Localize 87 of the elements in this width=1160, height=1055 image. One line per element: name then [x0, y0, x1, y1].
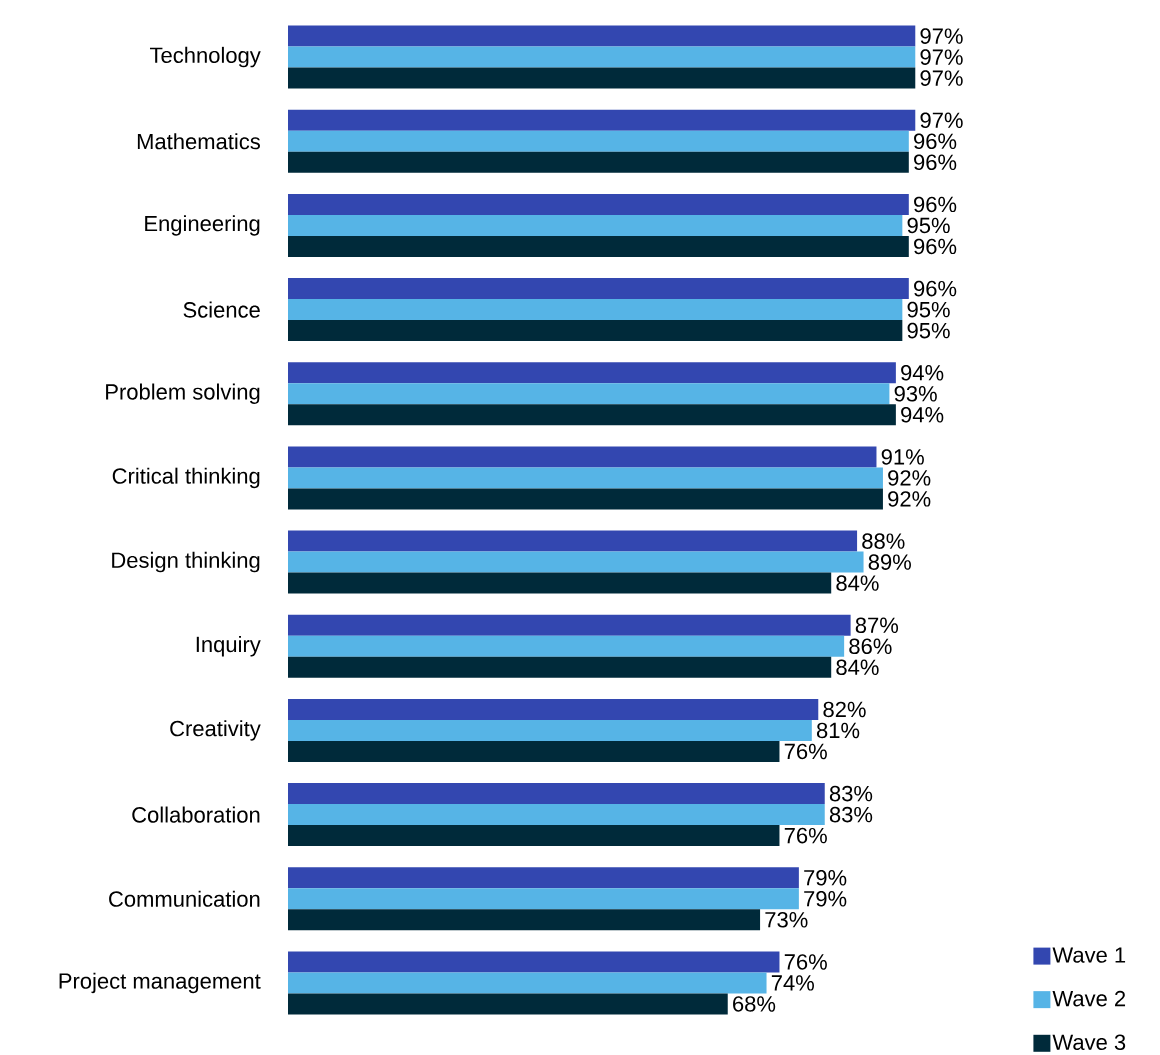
data-label: 76% — [784, 827, 827, 844]
bar — [288, 46, 916, 68]
bar — [288, 572, 832, 594]
data-label: 95% — [907, 217, 950, 234]
bar — [288, 530, 858, 552]
data-label: 84% — [836, 659, 879, 676]
data-label: 97% — [920, 112, 963, 129]
data-label: 76% — [784, 743, 827, 760]
bar — [288, 698, 819, 720]
bar — [288, 467, 883, 489]
data-label: 86% — [849, 638, 892, 655]
bar — [288, 362, 896, 384]
bar — [288, 299, 903, 321]
data-label: 93% — [894, 385, 937, 402]
data-label: 83% — [829, 785, 873, 802]
bar — [288, 130, 909, 152]
bar — [288, 551, 864, 573]
bar — [288, 825, 780, 847]
bar — [288, 25, 916, 47]
bar — [288, 235, 909, 257]
data-label: 74% — [771, 975, 814, 991]
data-label: 89% — [868, 554, 911, 570]
bar — [288, 867, 799, 889]
y-tick-label: Critical thinking — [112, 467, 260, 489]
bar — [288, 404, 896, 426]
bar — [288, 909, 761, 931]
y-tick-label: Engineering — [145, 215, 260, 236]
data-label: 94% — [901, 364, 944, 381]
y-tick-label: Project management — [59, 972, 261, 994]
bar — [288, 109, 916, 131]
legend-label: Wave 1 — [1052, 947, 1126, 963]
data-label: 79% — [804, 890, 847, 907]
y-tick-label: Creativity — [170, 720, 261, 741]
legend-label: Wave 3 — [1052, 1034, 1126, 1051]
bar — [288, 67, 916, 89]
bar — [288, 278, 909, 300]
bar — [288, 951, 780, 973]
bar — [288, 151, 909, 173]
bar — [288, 972, 767, 994]
data-label: 96% — [914, 196, 957, 213]
data-label: 95% — [907, 301, 950, 318]
y-tick-label: Problem solving — [106, 383, 260, 405]
bar — [288, 783, 825, 805]
data-label: 81% — [816, 722, 860, 739]
data-label: 97% — [920, 49, 963, 65]
bar — [288, 193, 909, 215]
y-tick-label: Science — [183, 301, 260, 318]
data-label: 83% — [829, 806, 873, 823]
data-label: 94% — [901, 406, 944, 423]
data-label: 91% — [881, 449, 924, 465]
bar — [288, 888, 799, 910]
bar — [288, 214, 903, 236]
bar — [288, 993, 728, 1015]
data-label: 92% — [888, 491, 931, 507]
data-label: 84% — [836, 575, 879, 591]
bar — [288, 804, 825, 826]
data-label: 97% — [920, 70, 963, 86]
data-label: 73% — [765, 911, 808, 928]
bar — [288, 614, 851, 636]
data-label: 96% — [914, 154, 957, 171]
y-tick-label: Inquiry — [196, 636, 261, 657]
data-label: 92% — [888, 470, 931, 486]
y-tick-label: Collaboration — [132, 806, 260, 823]
bar — [288, 635, 845, 657]
data-label: 97% — [920, 28, 963, 44]
data-label: 79% — [804, 869, 847, 886]
bar — [288, 488, 883, 510]
y-tick-label: Communication — [109, 890, 260, 907]
data-label: 96% — [914, 280, 957, 297]
bar — [288, 320, 903, 342]
data-label: 96% — [914, 238, 957, 255]
bar — [288, 740, 780, 762]
data-label: 96% — [914, 133, 957, 150]
y-tick-label: Mathematics — [137, 133, 260, 150]
bar — [288, 656, 832, 678]
data-label: 76% — [784, 954, 827, 970]
bar — [288, 719, 812, 741]
bar — [288, 446, 877, 468]
data-label: 95% — [907, 322, 950, 339]
data-label: 88% — [862, 533, 905, 549]
y-tick-label: Technology — [150, 46, 261, 68]
data-label: 68% — [733, 996, 776, 1012]
legend-label: Wave 2 — [1052, 990, 1126, 1007]
data-label: 82% — [823, 701, 866, 718]
bar — [288, 383, 890, 405]
y-tick-label: Design thinking — [112, 551, 260, 573]
data-label: 87% — [855, 617, 899, 634]
